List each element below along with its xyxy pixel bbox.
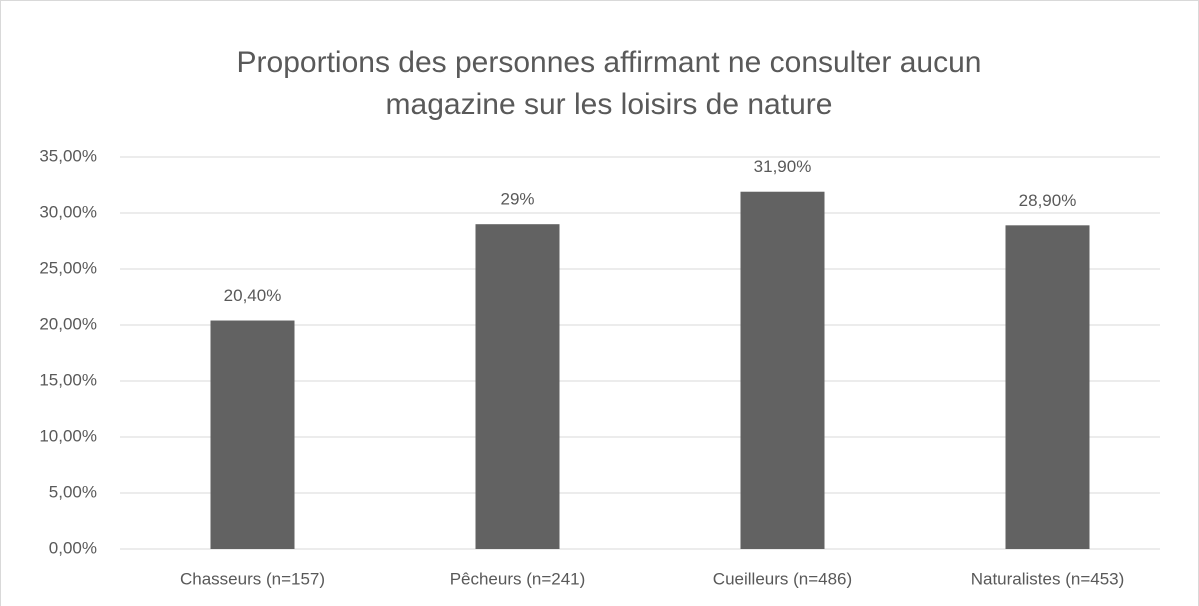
x-tick-label: Pêcheurs (n=241)	[450, 569, 586, 588]
y-tick-label: 30,00%	[39, 202, 97, 221]
data-label: 29%	[500, 190, 534, 209]
y-tick-label: 35,00%	[39, 146, 97, 165]
chart-title: magazine sur les loisirs de nature	[386, 88, 833, 121]
x-tick-label: Cueilleurs (n=486)	[713, 569, 852, 588]
data-label: 31,90%	[754, 157, 812, 176]
chart-title: Proportions des personnes affirmant ne c…	[237, 46, 982, 79]
y-tick-label: 20,00%	[39, 314, 97, 333]
bar	[475, 224, 560, 549]
bar	[740, 191, 825, 549]
y-tick-label: 5,00%	[49, 482, 97, 501]
y-tick-label: 0,00%	[49, 538, 97, 557]
y-tick-label: 25,00%	[39, 258, 97, 277]
bar	[1005, 225, 1090, 549]
x-tick-label: Naturalistes (n=453)	[971, 569, 1125, 588]
bar	[210, 320, 295, 549]
y-tick-label: 10,00%	[39, 426, 97, 445]
x-tick-label: Chasseurs (n=157)	[180, 569, 325, 588]
y-tick-label: 15,00%	[39, 370, 97, 389]
data-label: 20,40%	[224, 286, 282, 305]
data-label: 28,90%	[1019, 191, 1077, 210]
